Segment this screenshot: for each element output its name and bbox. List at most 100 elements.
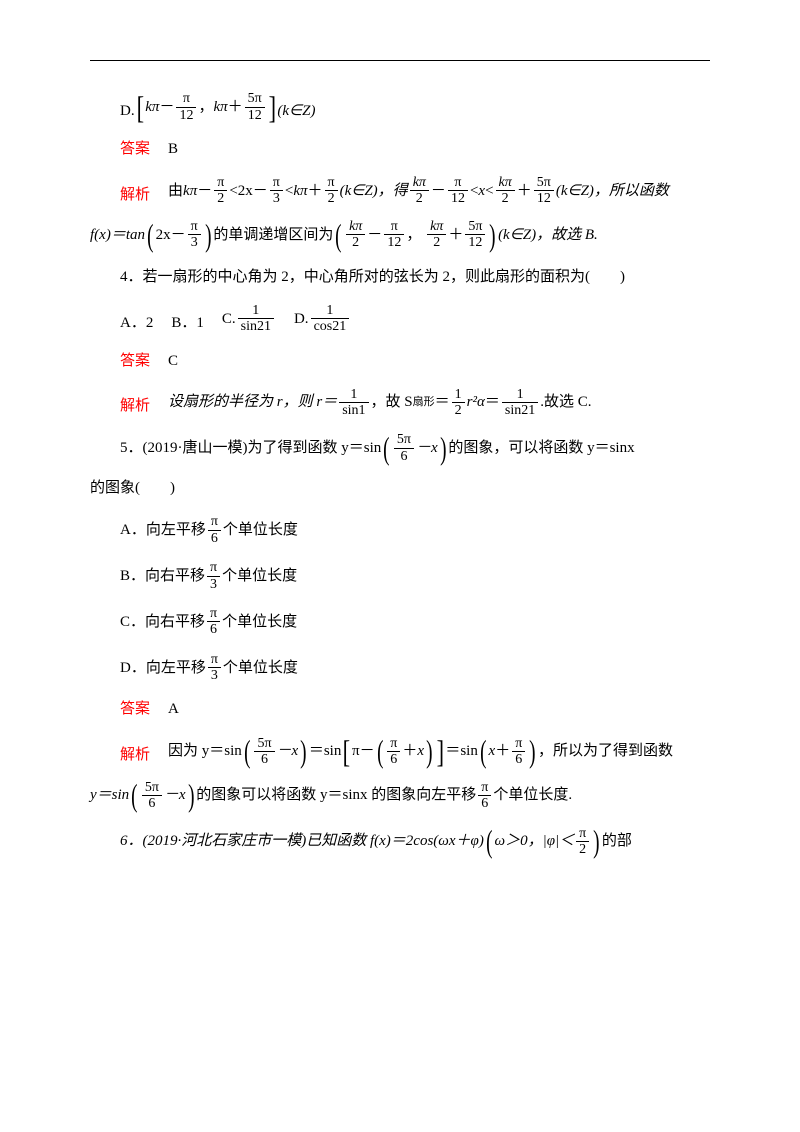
d: 2 — [346, 235, 365, 250]
a: 5．(2019·唐山一模)为了得到函数 y＝sin — [120, 436, 381, 460]
p: ＋ — [308, 179, 323, 203]
q6-stem: 6．(2019·河北石家庄市一模)已知函数 f(x)＝2cos(ωx＋φ) (ω… — [90, 825, 710, 857]
d: 2 — [410, 191, 429, 206]
b: 个单位长度 — [222, 564, 297, 588]
mx: －x — [277, 739, 299, 763]
n: π — [214, 175, 227, 191]
d: 12 — [384, 235, 404, 250]
m: － — [197, 179, 212, 203]
d: 3 — [208, 668, 221, 683]
q4-explanation: 解析 设扇形的半径为 r，则 r＝1sin1，故 S扇形＝12r²α＝1sin2… — [90, 387, 710, 419]
explain-label: 解析 — [120, 394, 150, 418]
q3-explanation-2: f(x)＝tan ( 2x－π3 ) 的单调递增区间为 ( kπ2－π12， k… — [90, 219, 710, 251]
plus: ＋ — [228, 95, 243, 119]
t: 的单调递增区间为 — [213, 223, 333, 247]
n: π — [208, 514, 221, 530]
bracket-left-icon: [ — [136, 91, 143, 123]
eq: ＝ — [435, 390, 450, 414]
c: 的图象( ) — [90, 476, 175, 500]
answer-label: 答案 — [120, 349, 150, 373]
t4: .故选 C. — [540, 390, 591, 414]
b: 个单位长度 — [223, 518, 298, 542]
paren-icon: ) — [188, 779, 194, 811]
x: x — [489, 739, 496, 763]
paren-icon: ( — [131, 779, 137, 811]
q5-stem-2: 的图象( ) — [90, 476, 710, 500]
n: 1 — [502, 387, 538, 403]
b: 个单位长度 — [222, 610, 297, 634]
paren-right-icon: ) — [440, 432, 446, 464]
comma: ， — [198, 95, 213, 119]
mx: －x — [164, 783, 186, 807]
q5-optD: D．向左平移π3个单位长度 — [90, 652, 710, 684]
c: ， — [406, 223, 421, 247]
q5-explanation-1: 解析 因为 y＝sin (5π6－x) ＝sin [π－(π6＋x)] ＝sin… — [90, 735, 710, 767]
lt4: < — [485, 179, 493, 203]
bracket-right-icon: ] — [268, 91, 275, 123]
fx: f(x)＝tan — [90, 223, 145, 247]
t2: ＝sin — [309, 739, 342, 763]
d: 6 — [387, 752, 400, 767]
paren-right-icon: ) — [205, 219, 211, 251]
num: 5π — [245, 91, 265, 107]
a: y＝sin — [90, 783, 129, 807]
x: x — [417, 739, 424, 763]
q5-stem-1: 5．(2019·唐山一模)为了得到函数 y＝sin ( 5π6－x ) 的图象，… — [90, 432, 710, 464]
d: 6 — [394, 449, 414, 464]
n: 5π — [534, 175, 554, 191]
a: B．向右平移 — [120, 564, 205, 588]
d: 3 — [207, 577, 220, 592]
b: 的图象，可以将函数 y＝sinx — [448, 436, 634, 460]
optD-prefix: D. — [120, 99, 135, 123]
Cp: C. — [222, 307, 236, 331]
n: 1 — [452, 387, 465, 403]
x2: 2x — [156, 223, 171, 247]
d: 12 — [465, 235, 485, 250]
d: 6 — [254, 752, 274, 767]
p2: ＋ — [517, 179, 532, 203]
paren-left-icon: ( — [336, 219, 342, 251]
explain-label: 解析 — [120, 743, 150, 767]
t1: 设扇形的半径为 r，则 r＝ — [168, 390, 337, 414]
t2: ，故 S — [371, 390, 413, 414]
q3-explanation-1: 解析 由 kπ－π2<2x－π3<kπ＋π2(k∈Z)，得 kπ2－π12<x<… — [90, 175, 710, 207]
t1: 由 — [168, 179, 183, 203]
d: 6 — [512, 752, 525, 767]
den: 12 — [245, 108, 265, 123]
d: 2 — [576, 842, 589, 857]
paren-icon: ) — [426, 735, 432, 767]
paren-icon: ( — [244, 735, 250, 767]
m: － — [171, 223, 186, 247]
d: 6 — [208, 531, 221, 546]
n: kπ — [346, 219, 365, 235]
q4-options: A．2 B．1 C.1sin21 D.1cos21 — [90, 303, 710, 335]
kpi2: kπ — [293, 179, 307, 203]
answer-value: B — [168, 137, 178, 161]
n: π — [207, 606, 220, 622]
d: sin21 — [238, 319, 274, 334]
den: 12 — [176, 108, 196, 123]
q5-explanation-2: y＝sin (5π6－x) 的图象可以将函数 y＝sinx 的图象向左平移π6个… — [90, 779, 710, 811]
d: 2 — [325, 191, 338, 206]
lt2: < — [285, 179, 293, 203]
t2: (k∈Z)，故选 B. — [498, 223, 598, 247]
n: π — [207, 560, 220, 576]
top-rule — [90, 60, 710, 61]
paren-right-icon: ) — [490, 219, 496, 251]
d: 2 — [452, 403, 465, 418]
p: ＋ — [495, 739, 510, 763]
t3: (k∈Z)，得 — [340, 179, 408, 203]
d: 6 — [207, 622, 220, 637]
t3: ＝ — [485, 390, 500, 414]
d: 12 — [448, 191, 468, 206]
n: π — [512, 736, 525, 752]
explain-label: 解析 — [120, 183, 150, 207]
n: 5π — [254, 736, 274, 752]
d: 6 — [142, 796, 162, 811]
p: ＋ — [402, 739, 417, 763]
d: 2 — [496, 191, 515, 206]
d: sin1 — [339, 403, 368, 418]
t4: ，所以为了得到函数 — [538, 739, 673, 763]
d: 2 — [427, 235, 446, 250]
Dp: D. — [294, 307, 309, 331]
